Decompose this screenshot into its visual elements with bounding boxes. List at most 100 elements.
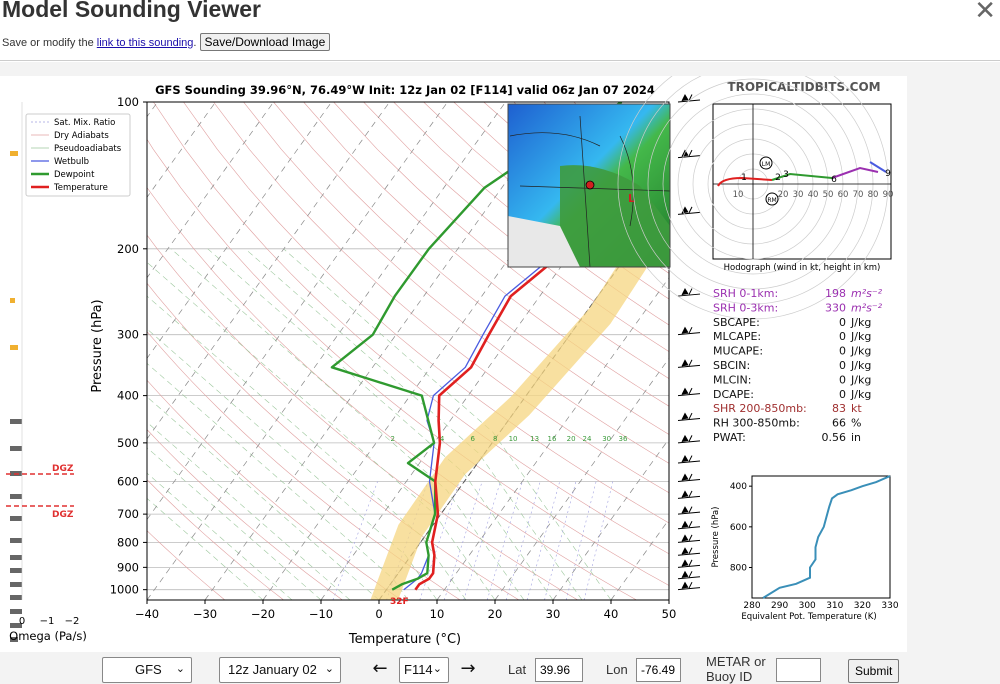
model-select[interactable]: GFS ⌄ (102, 657, 192, 683)
page-title: Model Sounding Viewer (2, 0, 261, 22)
freezing-label: 32F (390, 597, 409, 607)
x-tick-label: 20 (488, 607, 503, 621)
sounding-link[interactable]: link to this sounding (96, 37, 194, 49)
wind-barb-flag (681, 547, 693, 555)
wind-barb-staff (677, 478, 701, 482)
p-tick-label: 600 (117, 474, 139, 488)
chevron-down-icon: ⌄ (324, 663, 334, 675)
dry-adiabat-line (303, 102, 669, 407)
mixing-ratio-line (332, 481, 378, 600)
hodograph-height-label: 3 (783, 170, 789, 180)
mixing-ratio-line (526, 481, 561, 600)
index-label: MLCAPE: (713, 330, 761, 343)
pseudoadiabat-line (147, 447, 322, 600)
dry-adiabat-line (243, 102, 669, 464)
metar-input[interactable] (776, 658, 821, 682)
isotherm-line (552, 438, 669, 600)
wind-barb-flag (681, 490, 693, 498)
dry-adiabat-line (393, 102, 669, 326)
model-select-value: GFS (135, 662, 162, 677)
index-unit: kt (851, 402, 862, 415)
x-tick-label: 30 (546, 607, 561, 621)
index-label: SRH 0-1km: (713, 287, 778, 300)
legend-item: Sat. Mix. Ratio (54, 118, 115, 128)
wind-barb-staff (677, 155, 701, 159)
wind-barb-staff (677, 460, 701, 464)
mixing-ratio-line (443, 481, 483, 600)
index-label: DCAPE: (713, 388, 754, 401)
submit-button[interactable]: Submit (848, 659, 900, 683)
index-value: 0 (839, 373, 846, 386)
mixing-ratio-label: 24 (582, 435, 591, 443)
forecast-hour-select[interactable]: F114 ⌄ (399, 657, 449, 683)
omega-bar (10, 538, 22, 543)
index-label: SHR 200-850mb: (713, 402, 807, 415)
run-select-value: 12z January 02 (228, 662, 317, 677)
dewpoint-profile-line (330, 102, 623, 591)
wind-barb-staff (677, 332, 701, 336)
mixing-ratio-line (486, 481, 523, 600)
wind-barb-staff (677, 564, 701, 568)
theta-e-x-tick-label: 290 (771, 601, 788, 611)
isotherm-line (147, 102, 216, 198)
index-unit: J/kg (850, 373, 871, 386)
pseudoadiabat-line (147, 396, 380, 600)
hodograph-segment-0-3 (717, 176, 773, 187)
mixing-ratio-label: 13 (530, 435, 539, 443)
chart-title: GFS Sounding 39.96°N, 76.49°W Init: 12z … (155, 83, 655, 97)
pseudoadiabat-line (283, 248, 612, 600)
save-download-button[interactable]: Save/Download Image (199, 33, 331, 51)
hodograph-ring-label: 50 (823, 190, 834, 200)
hodograph-ring-label: 90 (883, 190, 894, 200)
omega-bar (10, 151, 18, 156)
theta-e-profile-line (762, 475, 891, 599)
omega-bar (10, 345, 18, 350)
wind-barb-flag (681, 570, 693, 579)
close-icon[interactable]: ✕ (974, 0, 996, 26)
x-tick-label: −20 (251, 607, 275, 621)
index-label: PWAT: (713, 431, 746, 444)
index-unit: m²s⁻² (851, 287, 883, 300)
pseudoadiabat-line (147, 421, 351, 600)
p-tick-label: 200 (117, 242, 139, 256)
omega-tick-label: −2 (65, 616, 80, 627)
hodograph-ring-label: 40 (808, 190, 819, 200)
pseudoadiabat-line (245, 248, 583, 600)
isotherm-line (147, 102, 448, 521)
p-tick-label: 1000 (110, 583, 139, 597)
x-tick-label: 50 (662, 607, 677, 621)
dgz-top-label: DGZ (52, 464, 74, 474)
lon-input[interactable] (636, 658, 681, 682)
omega-bar (10, 555, 22, 560)
mixing-ratio-line (463, 481, 501, 600)
lon-label: Lon (606, 662, 628, 677)
theta-e-y-axis-label: Pressure (hPa) (711, 507, 721, 568)
mixing-ratio-label: 4 (440, 435, 445, 443)
left-arrow-icon[interactable]: ← (372, 658, 388, 679)
wind-barb-flag (681, 434, 693, 443)
index-label: RH 300-850mb: (713, 417, 800, 430)
mixing-ratio-line (583, 481, 614, 600)
chevron-down-icon: ⌄ (432, 663, 442, 675)
dry-adiabat-line (147, 479, 284, 600)
index-unit: m²s⁻² (851, 301, 883, 314)
index-value: 83 (832, 402, 846, 415)
wind-barb-staff (677, 526, 701, 530)
omega-bar (10, 568, 22, 573)
location-marker (585, 180, 595, 190)
lat-input[interactable] (535, 658, 583, 682)
left-mover-label: LM (762, 161, 771, 168)
theta-e-x-tick-label: 280 (743, 601, 760, 611)
index-value: 0 (839, 388, 846, 401)
index-label: SRH 0-3km: (713, 301, 778, 314)
mixing-ratio-label: 36 (619, 435, 628, 443)
x-tick-label: 10 (430, 607, 445, 621)
wind-barb-flag (681, 506, 693, 514)
y-axis-label: Pressure (hPa) (90, 299, 105, 392)
low-pressure-marker: L (628, 192, 635, 205)
run-select[interactable]: 12z January 02 ⌄ (219, 657, 341, 683)
x-tick-label: 40 (604, 607, 619, 621)
omega-bar (10, 516, 22, 521)
right-arrow-icon[interactable]: → (460, 658, 476, 679)
